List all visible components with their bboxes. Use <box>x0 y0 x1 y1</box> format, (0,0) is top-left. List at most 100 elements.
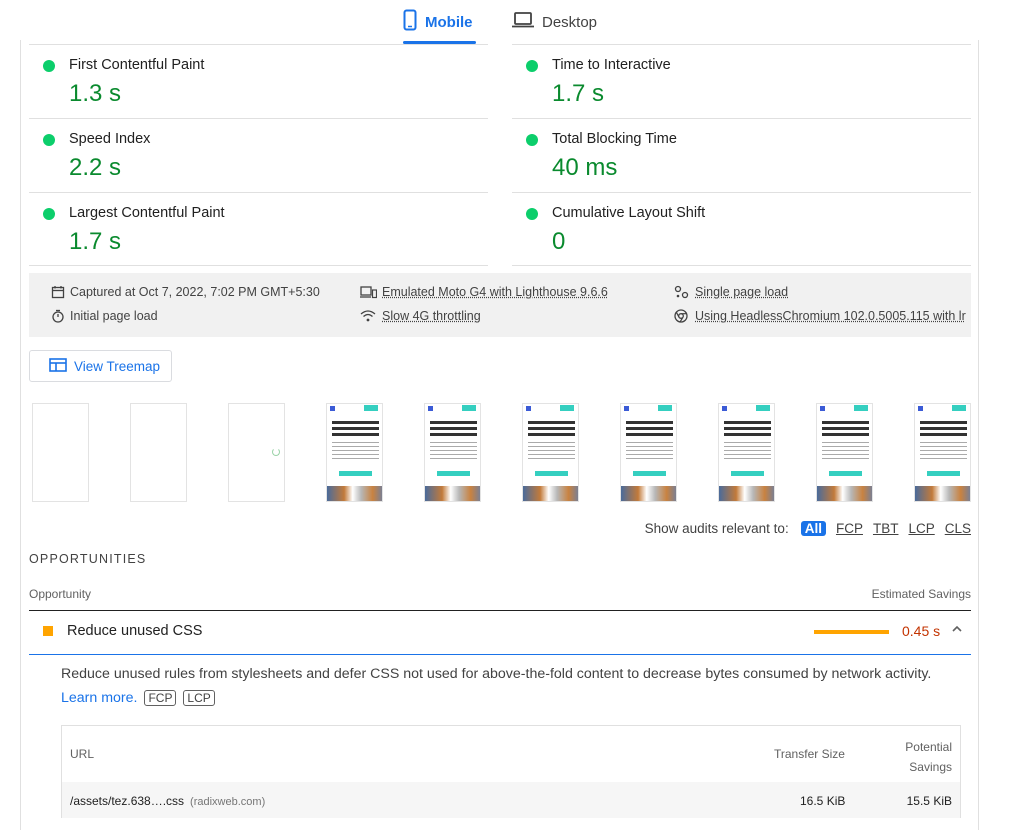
metric-time-to-interactive: Time to Interactive 1.7 s <box>512 44 971 118</box>
header-line: Potential <box>905 740 952 754</box>
mini-text-line <box>920 446 967 447</box>
metric-largest-contentful-paint: Largest Contentful Paint 1.7 s <box>29 192 488 266</box>
mini-logo-icon <box>918 406 923 411</box>
view-treemap-button[interactable]: View Treemap <box>29 350 172 382</box>
mini-logo-icon <box>330 406 335 411</box>
report-frame-border <box>20 40 21 830</box>
mini-heading <box>528 427 575 430</box>
filter-chip-lcp[interactable]: LCP <box>908 521 935 536</box>
divider <box>512 265 971 266</box>
mini-heading <box>430 427 477 430</box>
runtime-browser-text: Using HeadlessChromium 102.0.5005.115 wi… <box>695 309 966 323</box>
metric-total-blocking-time: Total Blocking Time 40 ms <box>512 118 971 192</box>
mini-heading <box>332 427 379 430</box>
mini-heading <box>920 427 967 430</box>
mini-text-line <box>430 450 477 451</box>
mini-text-line <box>724 442 771 443</box>
mini-heading <box>920 433 967 436</box>
mini-text-line <box>626 458 673 459</box>
details-table: URL Transfer Size Potential Savings /ass… <box>61 725 961 818</box>
mini-hero-image <box>425 486 480 501</box>
mini-heading <box>822 421 869 424</box>
filmstrip-frame <box>130 403 187 502</box>
filmstrip-frame <box>424 403 481 502</box>
learn-more-link[interactable]: Learn more. <box>61 690 138 706</box>
savings-column-header: Estimated Savings <box>871 587 971 601</box>
mini-text-line <box>626 442 673 443</box>
treemap-icon <box>49 357 67 375</box>
filmstrip-frame <box>620 403 677 502</box>
mini-text-line <box>724 446 771 447</box>
filter-chip-all[interactable]: All <box>800 521 826 536</box>
pass-indicator <box>43 208 55 220</box>
filter-chip-cls[interactable]: CLS <box>944 521 971 536</box>
mini-text-line <box>822 446 869 447</box>
mini-button <box>437 471 470 476</box>
mini-logo-icon <box>722 406 727 411</box>
metric-label: First Contentful Paint <box>69 57 205 73</box>
savings-bar <box>814 630 889 634</box>
opportunities-title: OPPORTUNITIES <box>29 552 147 566</box>
laptop-icon <box>512 12 534 32</box>
header-line: Savings <box>909 760 952 774</box>
mini-text-line <box>528 446 575 447</box>
mini-cta <box>364 405 378 411</box>
pass-indicator <box>43 60 55 72</box>
row-potential-savings: 15.5 KiB <box>906 794 952 808</box>
pass-indicator <box>526 134 538 146</box>
tab-mobile[interactable]: Mobile <box>403 4 476 44</box>
filter-chip-tbt[interactable]: TBT <box>872 521 899 536</box>
mini-text-line <box>822 442 869 443</box>
runtime-browser[interactable]: Using HeadlessChromium 102.0.5005.115 wi… <box>674 309 966 323</box>
metric-first-contentful-paint: First Contentful Paint 1.3 s <box>29 44 488 118</box>
mini-text-line <box>822 450 869 451</box>
mini-button <box>829 471 862 476</box>
pass-indicator <box>526 208 538 220</box>
report-frame-border <box>978 40 979 830</box>
runtime-throttling-text: Slow 4G throttling <box>382 309 481 323</box>
runtime-single-page[interactable]: Single page load <box>674 285 788 299</box>
runtime-emulated-device[interactable]: Emulated Moto G4 with Lighthouse 9.6.6 <box>360 285 608 299</box>
metric-label: Speed Index <box>69 131 151 147</box>
divider <box>29 610 971 611</box>
audit-description-text: Reduce unused rules from stylesheets and… <box>61 666 932 682</box>
metric-tag-lcp: LCP <box>183 690 215 706</box>
mini-text-line <box>430 454 477 455</box>
runtime-throttling[interactable]: Slow 4G throttling <box>360 309 481 323</box>
mini-text-line <box>920 450 967 451</box>
mini-cta <box>658 405 672 411</box>
audit-reduce-unused-css[interactable]: Reduce unused CSS 0.45 s <box>29 611 971 654</box>
pass-indicator <box>43 134 55 146</box>
filter-chip-fcp[interactable]: FCP <box>835 521 863 536</box>
metric-value: 0 <box>552 228 566 255</box>
tab-desktop[interactable]: Desktop <box>512 4 597 40</box>
mini-text-line <box>332 454 379 455</box>
runtime-captured: Captured at Oct 7, 2022, 7:02 PM GMT+5:3… <box>51 285 320 299</box>
mini-hero-image <box>915 486 970 501</box>
mini-heading <box>724 421 771 424</box>
mini-logo-icon <box>624 406 629 411</box>
mini-text-line <box>528 454 575 455</box>
mini-hero-image <box>817 486 872 501</box>
mini-text-line <box>528 442 575 443</box>
mini-button <box>535 471 568 476</box>
divider <box>29 265 488 266</box>
mini-cta <box>952 405 966 411</box>
mini-button <box>633 471 666 476</box>
table-header-potential-savings: Potential Savings <box>905 737 952 777</box>
mini-hero-image <box>621 486 676 501</box>
chevron-up-icon[interactable] <box>951 622 963 638</box>
mini-heading <box>724 433 771 436</box>
mini-text-line <box>430 458 477 459</box>
opportunity-column-header: Opportunity <box>29 587 92 601</box>
mini-hero-image <box>719 486 774 501</box>
mini-heading <box>430 421 477 424</box>
metric-tag-fcp: FCP <box>144 690 177 706</box>
mini-text-line <box>626 454 673 455</box>
mini-cta <box>462 405 476 411</box>
mini-logo-icon <box>820 406 825 411</box>
mini-heading <box>626 427 673 430</box>
filmstrip-frame <box>914 403 971 502</box>
mini-text-line <box>920 442 967 443</box>
mini-text-line <box>920 458 967 459</box>
